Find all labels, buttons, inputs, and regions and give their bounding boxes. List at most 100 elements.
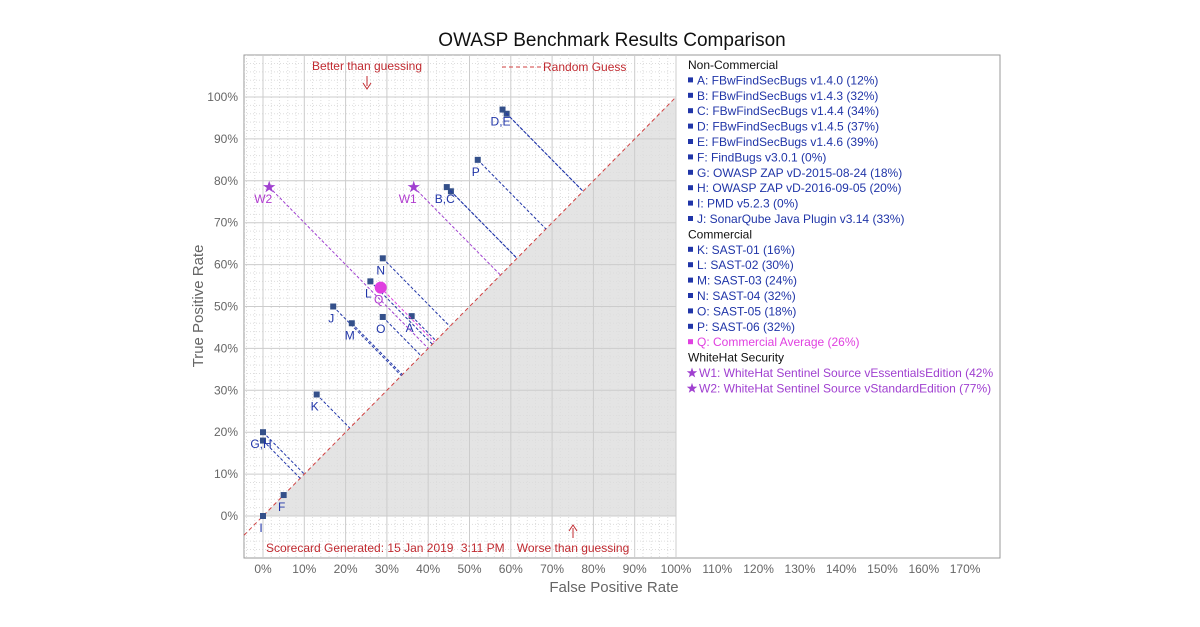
- legend-entry: W2: WhiteHat Sentinel Source vStandardEd…: [699, 381, 991, 395]
- random-guess-line: [243, 96, 677, 536]
- x-tick-label: 90%: [623, 562, 647, 576]
- data-label-N: N: [376, 263, 385, 277]
- data-point-F: [280, 492, 287, 499]
- legend-entry: G: OWASP ZAP vD-2015-08-24 (18%): [697, 166, 902, 180]
- data-label-F: F: [278, 500, 285, 514]
- data-label-Q: Q: [374, 293, 383, 307]
- x-tick-label: 70%: [540, 562, 564, 576]
- data-point-Q: [374, 281, 387, 294]
- x-tick-label: 120%: [743, 562, 774, 576]
- data-point-A: [408, 313, 415, 320]
- data-point-H: [260, 429, 266, 436]
- x-tick-label: 40%: [416, 562, 440, 576]
- x-tick-label: 130%: [785, 562, 816, 576]
- projection-line-K: [316, 394, 351, 429]
- data-point-G: [260, 437, 266, 444]
- data-point-I: [260, 513, 266, 519]
- y-tick-label: 40%: [214, 341, 238, 355]
- data-point-L: [367, 278, 374, 285]
- legend-square-icon: [688, 277, 693, 283]
- data-label-H: G,H: [250, 437, 271, 451]
- data-point-E: [499, 106, 506, 113]
- y-tick-label: 70%: [214, 216, 238, 230]
- y-tick-label: 100%: [207, 90, 238, 104]
- data-point-W2: [263, 180, 276, 193]
- legend-square-icon: [688, 185, 693, 191]
- legend-square-icon: [688, 262, 693, 268]
- data-label-A: A: [406, 321, 414, 335]
- legend-entry: O: SAST-05 (18%): [697, 304, 796, 318]
- data-label-O: O: [376, 322, 385, 336]
- data-label-L: L: [365, 286, 372, 300]
- legend-entry: A: FBwFindSecBugs v1.4.0 (12%): [697, 73, 878, 87]
- data-label-M: M: [345, 328, 355, 342]
- generated-time: 3:11 PM: [461, 541, 505, 555]
- legend-star-icon: [686, 367, 698, 378]
- legend-square-icon: [688, 154, 693, 160]
- y-tick-label: 50%: [214, 300, 238, 314]
- legend-entry: Q: Commercial Average (26%): [697, 335, 860, 349]
- data-label-W1: W1: [399, 192, 417, 206]
- legend-square-icon: [688, 108, 693, 114]
- legend-entry: H: OWASP ZAP vD-2016-09-05 (20%): [697, 181, 902, 195]
- legend-entry: C: FBwFindSecBugs v1.4.4 (34%): [697, 104, 879, 118]
- legend-entry: B: FBwFindSecBugs v1.4.3 (32%): [697, 89, 878, 103]
- legend-header: Commercial: [688, 227, 752, 241]
- legend-entry: E: FBwFindSecBugs v1.4.6 (39%): [697, 135, 878, 149]
- y-tick-label: 20%: [214, 425, 238, 439]
- legend-square-icon: [688, 123, 693, 129]
- legend-square-icon: [688, 200, 693, 206]
- legend-entry: N: SAST-04 (32%): [697, 289, 796, 303]
- legend-box: [678, 56, 999, 557]
- y-axis-label: True Positive Rate: [190, 245, 207, 368]
- x-tick-label: 100%: [661, 562, 692, 576]
- projection-line-P: [477, 159, 547, 230]
- legend-entry: W1: WhiteHat Sentinel Source vEssentials…: [699, 366, 993, 380]
- legend-entry: M: SAST-03 (24%): [697, 274, 797, 288]
- chart-title: OWASP Benchmark Results Comparison: [438, 30, 785, 51]
- projection-line-N: [382, 257, 451, 327]
- legend-entry: L: SAST-02 (30%): [697, 258, 794, 272]
- x-tick-label: 10%: [292, 562, 316, 576]
- x-tick-label: 80%: [581, 562, 605, 576]
- data-label-C: B,C: [435, 192, 455, 206]
- projection-line-Q: [380, 287, 435, 343]
- legend-entry: D: FBwFindSecBugs v1.4.5 (37%): [697, 120, 879, 134]
- projection-line-M: [351, 322, 403, 375]
- y-tick-label: 90%: [214, 132, 238, 146]
- projection-line-W2: [268, 186, 429, 349]
- y-tick-label: 0%: [221, 509, 239, 523]
- projection-line-O: [382, 316, 422, 357]
- projection-line-W1: [413, 186, 501, 276]
- legend-square-icon: [688, 216, 693, 221]
- legend-entry: P: SAST-06 (32%): [697, 320, 795, 334]
- legend-random-guess: Random Guess: [543, 60, 626, 74]
- x-tick-label: 150%: [867, 562, 898, 576]
- data-point-M: [348, 320, 355, 327]
- data-point-W1: [407, 180, 420, 193]
- x-tick-label: 0%: [254, 562, 272, 576]
- x-tick-label: 50%: [457, 562, 481, 576]
- projection-line-G: [262, 440, 301, 479]
- legend-square-icon: [688, 139, 693, 144]
- legend-star-icon: [686, 382, 698, 393]
- data-label-I: I: [259, 521, 262, 535]
- legend-square-icon: [688, 77, 693, 83]
- x-tick-label: 160%: [908, 562, 939, 576]
- legend-entry: F: FindBugs v3.0.1 (0%): [697, 150, 826, 164]
- generated-prefix: Scorecard Generated:: [266, 541, 384, 555]
- y-tick-label: 60%: [214, 258, 238, 272]
- data-point-K: [313, 391, 320, 398]
- legend-entry: K: SAST-01 (16%): [697, 243, 795, 257]
- legend-square-icon: [688, 169, 693, 175]
- y-tick-label: 80%: [214, 174, 238, 188]
- legend-square-icon: [688, 308, 693, 314]
- data-label-P: P: [472, 165, 480, 179]
- data-point-C: [443, 184, 450, 191]
- up-arrow-icon: [568, 524, 578, 538]
- x-tick-label: 30%: [375, 562, 399, 576]
- legend-square-icon: [688, 339, 693, 345]
- data-label-J: J: [328, 312, 334, 326]
- data-label-K: K: [311, 399, 319, 413]
